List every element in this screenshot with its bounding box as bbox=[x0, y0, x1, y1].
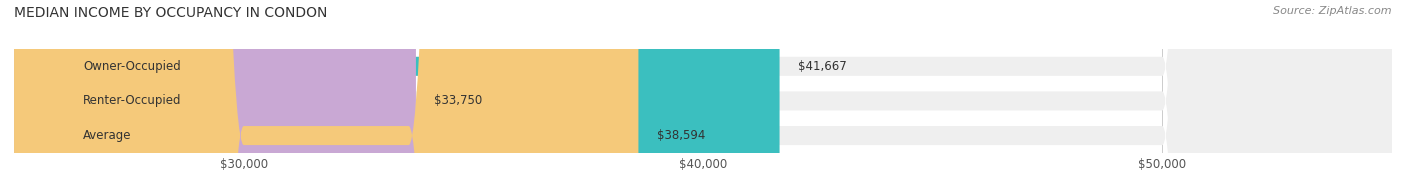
FancyBboxPatch shape bbox=[14, 0, 416, 196]
FancyBboxPatch shape bbox=[14, 0, 638, 196]
FancyBboxPatch shape bbox=[14, 0, 1392, 196]
FancyBboxPatch shape bbox=[14, 0, 779, 196]
FancyBboxPatch shape bbox=[14, 0, 1392, 196]
Text: Average: Average bbox=[83, 129, 131, 142]
Text: MEDIAN INCOME BY OCCUPANCY IN CONDON: MEDIAN INCOME BY OCCUPANCY IN CONDON bbox=[14, 6, 328, 20]
Text: $38,594: $38,594 bbox=[657, 129, 706, 142]
Text: $33,750: $33,750 bbox=[434, 94, 482, 107]
Text: Owner-Occupied: Owner-Occupied bbox=[83, 60, 181, 73]
Text: Source: ZipAtlas.com: Source: ZipAtlas.com bbox=[1274, 6, 1392, 16]
Text: Renter-Occupied: Renter-Occupied bbox=[83, 94, 181, 107]
FancyBboxPatch shape bbox=[14, 0, 1392, 196]
Text: $41,667: $41,667 bbox=[799, 60, 846, 73]
